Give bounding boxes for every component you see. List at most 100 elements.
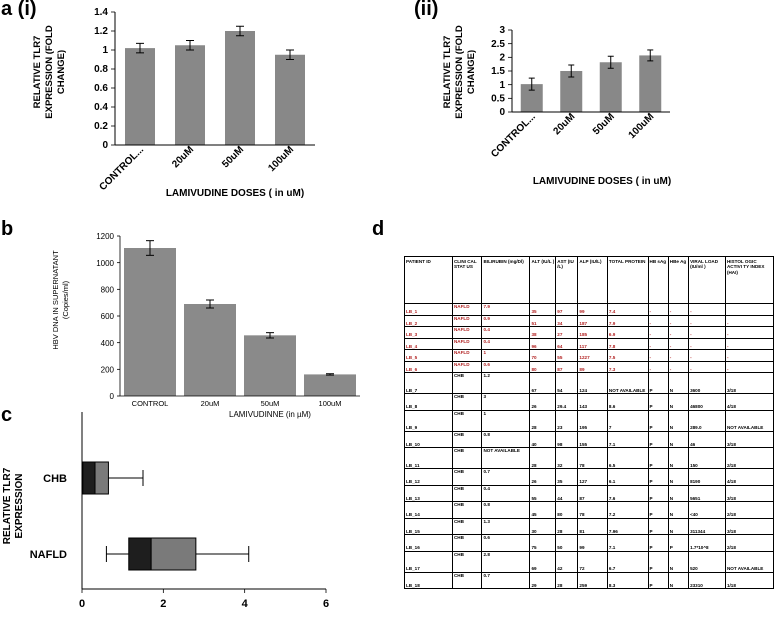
y-axis-label-line: EXPRESSION (14, 473, 25, 538)
table-cell: LB_10 (404, 430, 453, 448)
table-cell: 195 (577, 409, 608, 432)
table-cell: 6.1 (606, 468, 649, 486)
y-tick-label: 1.5 (491, 66, 505, 77)
x-axis-label: LAMIVUDINE DOSES ( in uM) (533, 176, 671, 187)
table-cell: 155 (577, 430, 608, 448)
table-cell: 7.9 (481, 303, 531, 316)
column-header: PATIENT ID (404, 256, 453, 304)
table-cell: LB_1 (404, 303, 453, 316)
table-cell: 4/18 (724, 393, 775, 411)
table-cell: N (667, 484, 690, 502)
table-cell: 0.8 (481, 430, 531, 448)
table-cell: 99 (577, 534, 608, 552)
table-cell: 72 (577, 550, 608, 573)
table-cell: 55 (555, 349, 579, 362)
chart-a-ii: RELATIVE TLR7 EXPRESSION (FOLD CHANGE) 0… (442, 25, 671, 187)
table-cell (724, 303, 775, 316)
table-cell: LB_4 (404, 337, 453, 350)
table-row: LB_15 CHB 1.3 30 28 81 7.96 P N 311344 3/18 (404, 517, 775, 535)
table-cell: LB_6 (404, 360, 453, 373)
y-tick-label: 0 (499, 107, 505, 118)
table-cell: - (667, 326, 690, 339)
x-tick-label: 100uM (266, 144, 296, 174)
table-cell: 27 (555, 326, 579, 339)
bar (639, 55, 662, 112)
table-cell: 67 (529, 372, 557, 394)
x-tick-label: 100uM (627, 111, 657, 141)
table-row: LB_16 CHB 0.6 75 50 99 7.1 P P 1.7*10^8 2/18 (404, 534, 775, 552)
table-cell: 7.96 (606, 517, 649, 535)
table-cell: 289.0 (688, 409, 726, 432)
table-cell: N (667, 550, 690, 573)
table-row: LB_11 CHB NOT AVAILABLE 28 32 78 6.5 P N 150 2/18 (404, 447, 775, 469)
table-cell: 1.3 (481, 517, 531, 535)
box-upper (150, 537, 197, 571)
table-cell: - (647, 337, 669, 350)
table-cell: N (667, 409, 690, 432)
table-cell: - (667, 303, 690, 316)
table-cell: 150 (688, 447, 726, 469)
table-cell: N (667, 430, 690, 448)
table-cell: 45 (529, 501, 557, 519)
column-header: ALT (IU/L ) (529, 256, 557, 304)
x-tick-label: CONTROL... (97, 144, 146, 193)
table-cell: CHB (451, 430, 483, 448)
table-cell: 7 (606, 409, 649, 432)
table-cell: LB_5 (404, 349, 453, 362)
table-cell: 0.6 (481, 534, 531, 552)
table-cell: 98 (555, 430, 579, 448)
table-cell: CHB (451, 550, 483, 573)
y-tick-label: 2.5 (491, 39, 505, 50)
table-cell: P (647, 517, 669, 535)
table-cell: CHB (451, 571, 483, 589)
table-cell: 1.2 (481, 372, 531, 394)
table-cell: 0.4 (481, 337, 531, 350)
table-cell: N (667, 468, 690, 486)
table-cell: 78 (577, 501, 608, 519)
table-cell: 69 (529, 550, 557, 573)
bar (560, 71, 583, 112)
table-cell: N (667, 517, 690, 535)
table-cell: 28 (529, 447, 557, 469)
column-header: ALP (IU/L) (577, 256, 608, 304)
table-cell: 70 (529, 349, 557, 362)
table-cell: 89 (577, 360, 608, 373)
table-cell: 3/18 (724, 372, 775, 394)
y-tick-label: 1 (102, 45, 108, 56)
column-header: HBe Ag (667, 256, 690, 304)
table-cell: NAFLD (451, 337, 483, 350)
table-cell: 0.7 (481, 468, 531, 486)
y-axis-label-line: CHANGE) (466, 50, 477, 94)
table-cell: 80 (555, 501, 579, 519)
y-axis-label: RELATIVE TLR7 EXPRESSION (FOLD CHANGE) (32, 25, 67, 119)
x-tick-label: 20uM (552, 111, 578, 137)
table-cell: 78 (577, 447, 608, 469)
y-axis-label-line: RELATIVE TLR7 (32, 36, 43, 109)
x-tick-label: 20uM (201, 399, 220, 408)
table-cell: CHB (451, 447, 483, 469)
patient-table: PATIENT ID CLINI CAL STAT US BILIRUBIN (mg… (404, 256, 775, 589)
table-cell: 0.4 (481, 484, 531, 502)
column-header: CLINI CAL STAT US (451, 256, 483, 304)
table-cell: 38 (529, 326, 557, 339)
table-cell: 55 (529, 484, 557, 502)
table-cell: NOT AVAILABLE (724, 409, 775, 432)
bar (520, 84, 543, 112)
table-cell: 7.5 (606, 349, 649, 362)
y-axis-label-line: CHANGE) (56, 50, 67, 94)
table-cell: 2/18 (724, 447, 775, 469)
chart-a-i: RELATIVE TLR7 EXPRESSION (FOLD CHANGE) 0… (32, 7, 315, 199)
y-tick-label: 0.4 (94, 102, 108, 113)
y-tick-label: 1.2 (94, 26, 108, 37)
table-cell: CHB (451, 501, 483, 519)
x-tick-label: 50uM (591, 111, 617, 137)
y-tick-label: 1.4 (94, 7, 108, 18)
x-tick-label: 20uM (170, 144, 196, 170)
table-cell: - (667, 349, 690, 362)
x-tick-label: CONTROL (132, 399, 169, 408)
table-cell: P (647, 430, 669, 448)
table-cell: - (667, 360, 690, 373)
y-axis-label: RELATIVE TLR7 EXPRESSION (FOLD CHANGE) (442, 25, 477, 119)
table-cell: P (647, 550, 669, 573)
table-cell: 0.6 (481, 360, 531, 373)
